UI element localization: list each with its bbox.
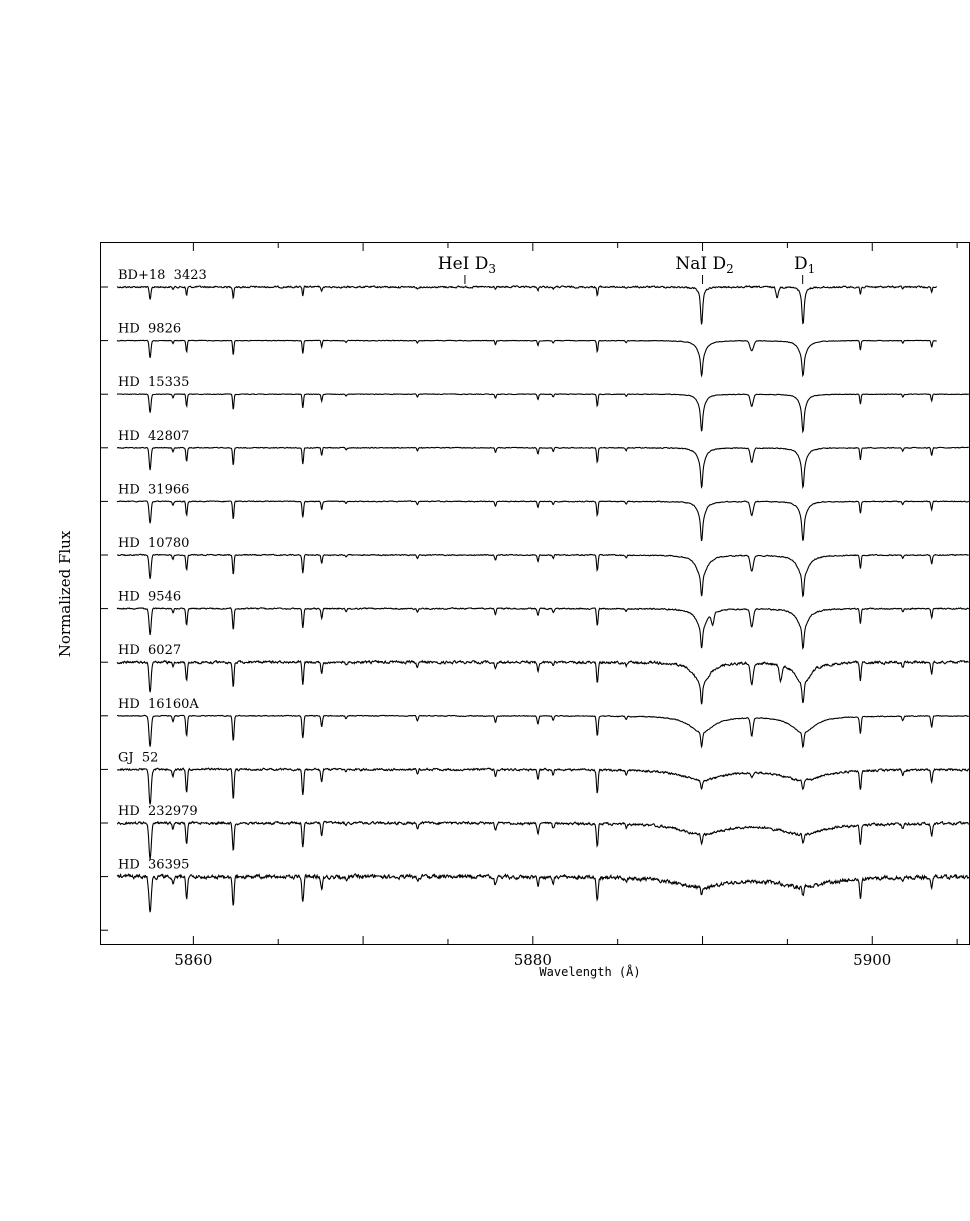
- spectrum-line: [116, 339, 937, 378]
- plot-frame: [100, 242, 970, 945]
- series-label: HD 6027: [118, 643, 181, 658]
- spectrum-line: [116, 872, 970, 913]
- spectrum-line: [116, 659, 970, 705]
- series-label: BD+18 3423: [118, 268, 207, 283]
- series-label: HD 36395: [118, 858, 189, 873]
- spectrum-line: [117, 553, 970, 598]
- spectra-series: [116, 285, 970, 913]
- series-label: HD 232979: [118, 804, 198, 819]
- series-label: HD 16160A: [118, 697, 199, 712]
- annotation-label: D1: [794, 254, 815, 276]
- series-label: HD 10780: [118, 536, 189, 551]
- annotation-label: NaI D2: [675, 254, 733, 276]
- axis-ticks: [100, 243, 958, 944]
- series-label: HD 42807: [118, 429, 189, 444]
- line-annotations: HeI D3 NaI D2 D1: [438, 254, 815, 284]
- spectrum-line: [116, 285, 937, 325]
- spectrum-line: [116, 446, 969, 490]
- x-tick-label: 5900: [853, 951, 891, 969]
- annotation-label: HeI D3: [438, 254, 496, 276]
- spectrum-line: [116, 500, 970, 542]
- spectrum-line: [117, 820, 970, 860]
- series-label: HD 31966: [118, 482, 189, 497]
- x-axis-label: Wavelength (Å): [539, 964, 640, 979]
- spectrum-line: [116, 767, 970, 805]
- x-tick-label: 5880: [514, 951, 552, 969]
- spectrum-line: [116, 714, 969, 749]
- spectrum-line: [116, 393, 970, 434]
- series-label: HD 9546: [118, 590, 181, 605]
- spectrum-line: [116, 607, 970, 650]
- series-labels: BD+18 3423 HD 9826 HD 15335 HD 42807 HD 3196…: [118, 268, 207, 873]
- series-label: HD 15335: [118, 375, 189, 390]
- series-label: GJ 52: [118, 750, 158, 765]
- x-tick-label: 5860: [174, 951, 212, 969]
- x-tick-labels: 5860 5880 5900: [174, 951, 891, 969]
- y-axis-label: Normalized Flux: [56, 530, 74, 657]
- series-label: HD 9826: [118, 322, 181, 337]
